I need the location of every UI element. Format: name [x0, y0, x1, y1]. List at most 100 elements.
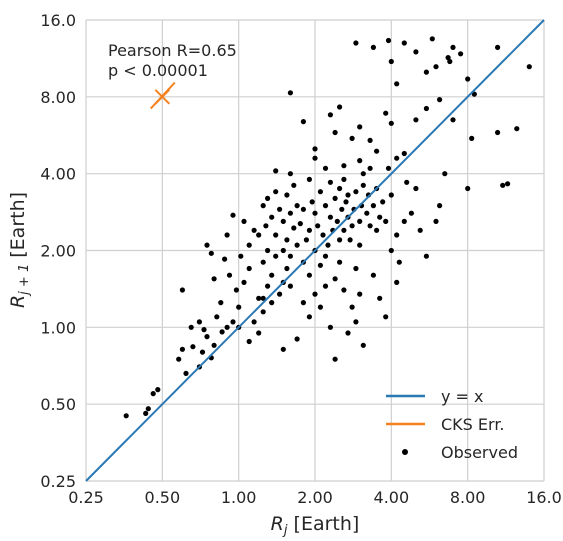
reference-line-y-equals-x — [85, 19, 545, 482]
observed-point — [353, 265, 359, 272]
observed-point — [222, 256, 228, 262]
observed-point — [465, 185, 471, 192]
observed-point — [277, 206, 283, 212]
observed-point — [269, 272, 275, 278]
observed-point — [450, 117, 456, 123]
x-tick-labels: 0.25 0.50 1.00 2.00 4.00 8.00 16.0 — [68, 488, 562, 507]
observed-point — [224, 324, 230, 330]
pearson-annotation: Pearson R=0.65 — [108, 41, 237, 60]
observed-point — [287, 171, 293, 177]
observed-point — [284, 192, 290, 198]
observed-point — [273, 168, 279, 174]
observed-point — [514, 126, 520, 132]
cks-error-marker — [149, 81, 176, 110]
observed-point — [190, 344, 196, 350]
observed-point — [349, 223, 355, 229]
observed-point — [322, 203, 329, 209]
observed-point — [408, 210, 414, 216]
observed-point — [380, 199, 386, 205]
observed-point — [327, 179, 333, 185]
y-axis-label: Rj + 1 [Earth] — [7, 192, 32, 308]
x-tick-label: 16.0 — [526, 488, 562, 507]
observed-point — [150, 391, 156, 397]
observed-point — [413, 117, 419, 123]
legend-label-observed: Observed — [441, 443, 518, 462]
observed-point — [423, 253, 429, 259]
observed-point — [383, 218, 389, 224]
observed-point — [385, 37, 392, 44]
observed-point — [233, 287, 239, 293]
observed-point — [341, 176, 347, 182]
observed-point — [219, 329, 225, 335]
observed-point — [332, 276, 338, 282]
observed-point — [280, 218, 286, 224]
observed-point — [246, 242, 252, 248]
observed-point — [337, 104, 343, 110]
observed-point — [317, 304, 323, 310]
observed-point — [526, 64, 532, 70]
observed-point — [437, 97, 443, 103]
observed-point — [306, 314, 312, 320]
observed-point — [260, 259, 266, 265]
observed-point — [241, 279, 247, 285]
observed-point — [404, 179, 410, 185]
observed-point — [450, 44, 456, 51]
y-tick-labels: 0.25 0.50 1.00 2.00 4.00 8.00 16.0 — [40, 11, 76, 491]
observed-point — [388, 58, 394, 65]
x-tick-label: 8.00 — [450, 488, 486, 507]
observed-point — [297, 221, 303, 227]
observed-point — [325, 242, 331, 248]
observed-point — [230, 319, 236, 325]
observed-point — [269, 300, 275, 306]
observed-point — [394, 232, 400, 238]
observed-point — [317, 189, 323, 195]
observed-point — [196, 319, 202, 325]
observed-point — [269, 214, 275, 220]
y-tick-label: 4.00 — [40, 165, 76, 184]
observed-point — [179, 287, 185, 293]
observed-point — [388, 120, 394, 126]
observed-point — [401, 40, 407, 46]
observed-point — [332, 356, 338, 362]
observed-point — [306, 227, 312, 233]
observed-point — [394, 155, 400, 161]
observed-point — [287, 253, 293, 259]
observed-point — [347, 237, 353, 243]
observed-point — [300, 119, 306, 125]
observed-point — [143, 410, 149, 416]
observed-point — [273, 253, 279, 259]
observed-point — [374, 227, 380, 233]
observed-point — [291, 182, 297, 188]
x-tick-label: 2.00 — [297, 488, 333, 507]
observed-point — [349, 135, 355, 141]
observed-point — [377, 214, 383, 220]
legend-marker-observed — [402, 449, 408, 455]
observed-point — [423, 69, 429, 75]
observed-point — [280, 346, 286, 352]
observed-point — [495, 129, 501, 136]
observed-point — [226, 272, 233, 278]
observed-point — [204, 242, 210, 248]
observed-point — [287, 283, 293, 289]
observed-point — [370, 272, 376, 278]
observed-point — [388, 192, 394, 198]
observed-point — [357, 158, 363, 164]
observed-point — [123, 413, 129, 419]
observed-point — [337, 259, 343, 265]
observed-point — [188, 324, 194, 330]
observed-point — [294, 336, 300, 342]
observed-point — [236, 304, 242, 310]
observed-point — [260, 203, 266, 209]
y-tick-label: 2.00 — [40, 242, 76, 261]
observed-point — [260, 309, 266, 315]
observed-point — [303, 237, 309, 243]
observed-point — [337, 237, 343, 243]
y-tick-label: 0.25 — [40, 472, 76, 491]
observed-point — [353, 319, 359, 325]
observed-point — [327, 112, 333, 118]
observed-point — [339, 206, 345, 212]
observed-point — [357, 242, 363, 248]
observed-point — [312, 146, 318, 152]
y-tick-label: 16.0 — [40, 11, 76, 30]
observed-point — [251, 227, 257, 233]
